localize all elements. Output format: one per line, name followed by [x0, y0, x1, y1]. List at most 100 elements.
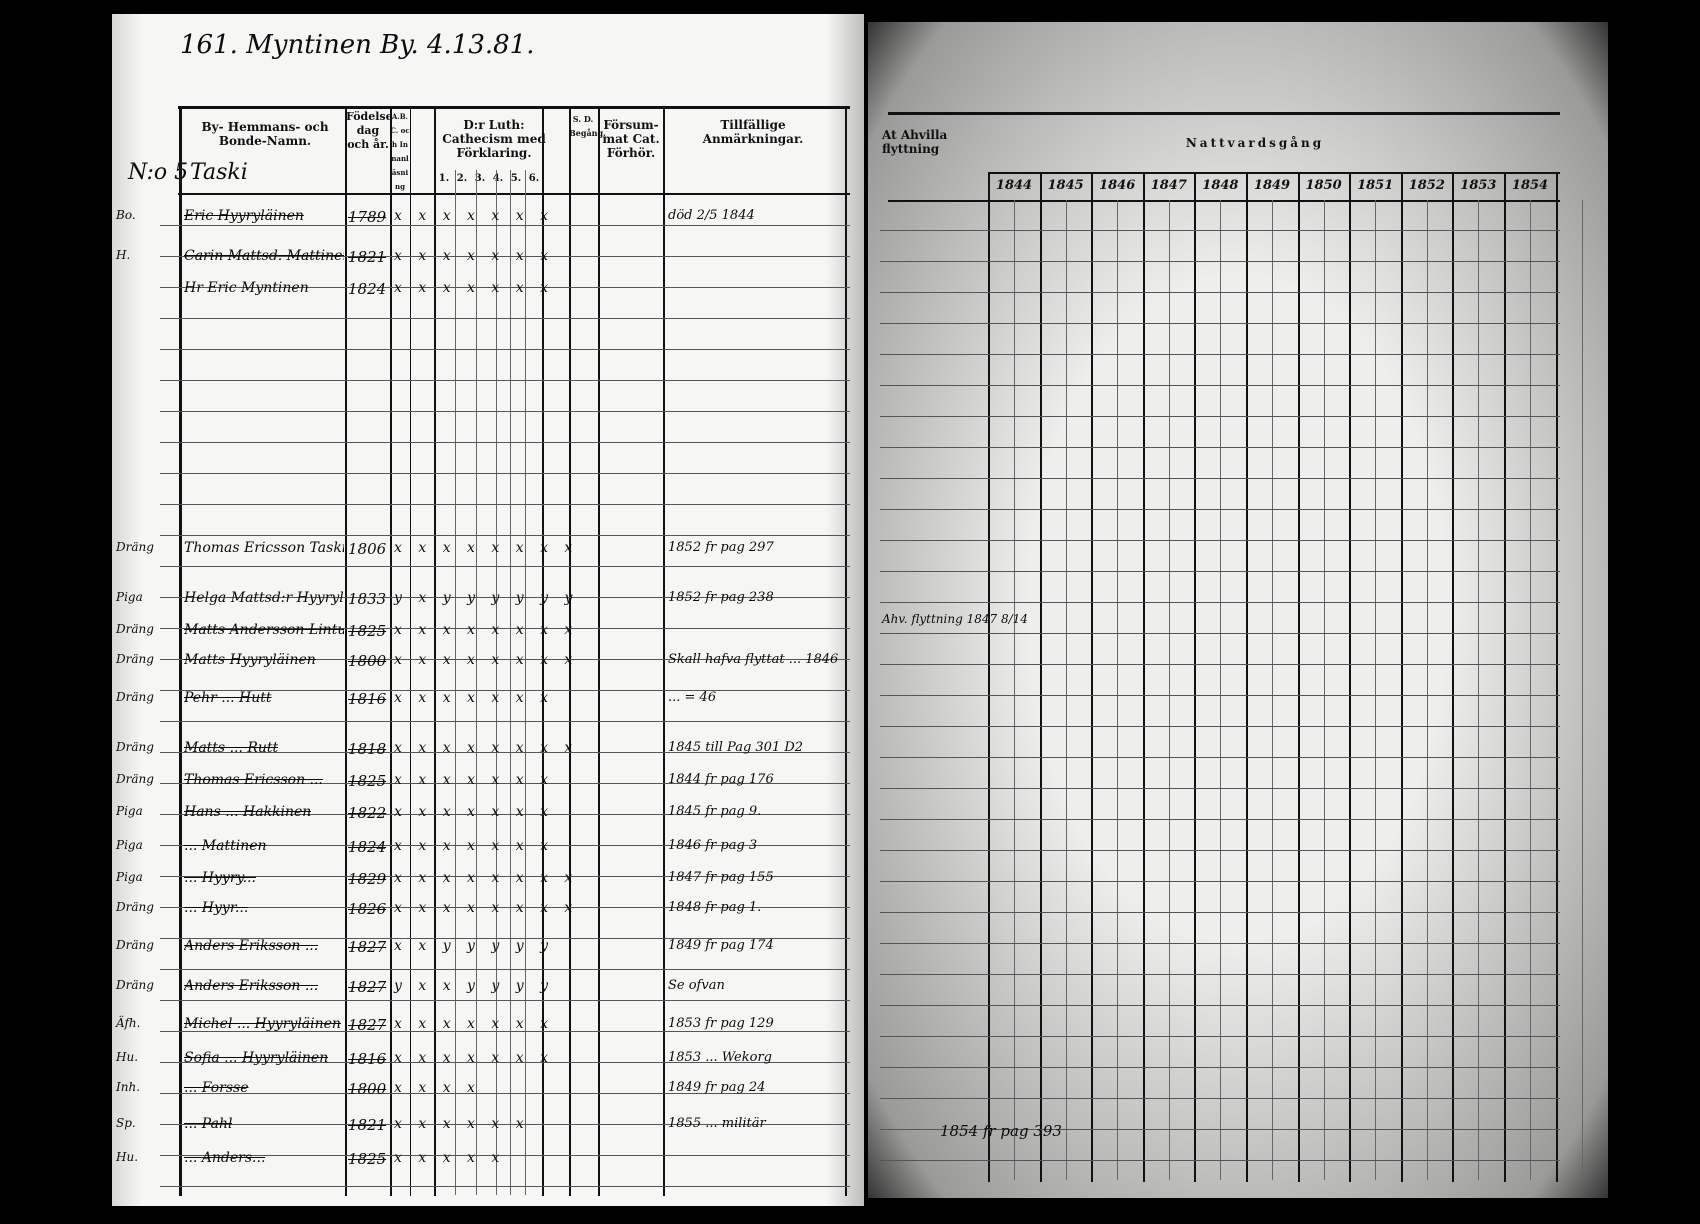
- row-remark: 1849 fr pag 24: [668, 1080, 766, 1095]
- row-remark: 1853 fr pag 129: [668, 1016, 774, 1031]
- row-birth-year: 1821: [348, 1116, 387, 1134]
- ruled-line: [160, 1093, 850, 1094]
- row-name: Hr Eric Myntinen: [184, 280, 309, 296]
- column-line: [1142, 172, 1145, 1182]
- row-catechism-marks: x x x x x x x x: [394, 870, 579, 886]
- ruled-line: [880, 1098, 1560, 1099]
- column-line: [1246, 172, 1248, 1182]
- row-catechism-marks: x x x x x x x: [394, 1016, 554, 1032]
- row-name: Matts Hyyryläinen: [184, 652, 316, 668]
- ruled-line: [880, 1036, 1560, 1037]
- row-birth-year: 1824: [348, 838, 387, 856]
- row-name: Thomas Ericsson Taskinen: [184, 540, 344, 556]
- ruled-line: [880, 1160, 1560, 1161]
- row-name: ... Pahl: [184, 1116, 233, 1132]
- row-remark: Skall hafva flyttat ... 1846: [668, 652, 839, 667]
- row-name: ... Forsse: [184, 1080, 249, 1096]
- header-catechism: D:r Luth: Cathecism med Förklaring.: [442, 118, 546, 160]
- row-birth-year: 1826: [348, 900, 387, 918]
- row-name: Hans ... Hakkinen: [184, 804, 312, 820]
- column-line: [1091, 172, 1094, 1182]
- row-role: Dräng: [116, 740, 154, 754]
- column-line: [1478, 200, 1480, 1180]
- row-birth-year: 1821: [348, 248, 387, 266]
- column-line: [1504, 172, 1506, 1182]
- row-role: Inh.: [116, 1080, 141, 1094]
- row-catechism-marks: x x x x x x x x: [394, 900, 579, 916]
- row-catechism-marks: y x x y y y y: [394, 978, 555, 994]
- column-line: [1297, 172, 1300, 1182]
- header-moved: At Ahvilla flyttning: [882, 128, 948, 156]
- ruled-line: [160, 721, 850, 722]
- column-line: [569, 106, 571, 1196]
- column-line: [1065, 200, 1067, 1180]
- row-birth-year: 1816: [348, 1050, 387, 1068]
- ruled-line: [160, 1155, 850, 1156]
- ruled-line: [160, 535, 850, 536]
- column-line: [390, 106, 392, 1196]
- row-catechism-marks: x x x x x x x: [394, 690, 554, 706]
- column-line: [1555, 172, 1558, 1182]
- column-line: [1272, 200, 1273, 1180]
- header-abc: A.B.C. och Innanläsning: [390, 112, 410, 191]
- row-role: Piga: [116, 870, 143, 884]
- left-register-page: [112, 14, 864, 1206]
- year-header: 1844: [995, 178, 1033, 193]
- year-header: 1852: [1408, 178, 1445, 193]
- row-role: Dräng: [116, 690, 154, 704]
- column-line: [1323, 200, 1325, 1180]
- column-line: [525, 170, 526, 1195]
- row-remark: 1855 ... militär: [668, 1116, 766, 1131]
- row-name: ... Hyyr...: [184, 900, 249, 916]
- page-heading: 161. Myntinen By. 4.13.81.: [180, 30, 535, 60]
- year-header: 1854: [1511, 178, 1549, 193]
- column-line: [1375, 200, 1377, 1180]
- row-birth-year: 1827: [348, 938, 387, 956]
- row-birth-year: 1818: [348, 740, 387, 758]
- column-line: [1168, 200, 1170, 1180]
- ruled-line: [880, 788, 1560, 789]
- row-remark: ... = 46: [668, 690, 717, 705]
- row-catechism-marks: x x x x x x x: [394, 838, 554, 854]
- year-header: 1846: [1099, 178, 1136, 193]
- ruled-line: [880, 230, 1560, 231]
- year-header: 1848: [1202, 178, 1239, 193]
- catechism-column-number: 2.: [456, 173, 468, 184]
- row-birth-year: 1800: [348, 652, 387, 670]
- column-line: [542, 106, 544, 1196]
- right-note: 1854 fr pag 393: [940, 1122, 1062, 1140]
- row-birth-year: 1789: [348, 208, 387, 226]
- row-catechism-marks: x x x x x x: [394, 1116, 530, 1132]
- header-remarks: Tillfällige Anmärkningar.: [702, 118, 804, 146]
- ruled-line: [880, 354, 1560, 355]
- row-name: Anders Eriksson ...: [184, 978, 319, 994]
- row-role: Dräng: [116, 900, 154, 914]
- column-line: [1014, 200, 1015, 1180]
- ruled-line: [880, 323, 1560, 324]
- row-birth-year: 1827: [348, 1016, 387, 1034]
- ruled-line: [880, 1005, 1560, 1006]
- row-role: Bo.: [116, 208, 136, 222]
- row-name: Thomas Ericsson ...: [184, 772, 323, 788]
- row-name: ... Anders...: [184, 1150, 266, 1166]
- header-missed: Försum-mat Cat. Förhör.: [602, 118, 660, 160]
- row-birth-year: 1806: [348, 540, 387, 558]
- row-role: Hu.: [116, 1050, 139, 1064]
- column-line: [1194, 172, 1197, 1182]
- row-name: Matts ... Rutt: [184, 740, 279, 756]
- row-remark: 1845 fr pag 9.: [668, 804, 762, 819]
- column-line: [1349, 172, 1352, 1182]
- row-name: Matts Andersson Lintunen: [184, 622, 344, 638]
- column-line: [434, 106, 436, 1196]
- column-line: [988, 172, 990, 1182]
- ruled-line: [880, 819, 1560, 820]
- row-birth-year: 1825: [348, 1150, 387, 1168]
- ruled-line: [880, 943, 1560, 944]
- header-birth: Födelse dag och år.: [346, 110, 393, 151]
- ruled-line: [888, 200, 1560, 202]
- row-catechism-marks: x x x x x x x: [394, 772, 554, 788]
- ruled-line: [160, 442, 850, 443]
- column-line: [1039, 172, 1042, 1182]
- ruled-line: [160, 659, 850, 660]
- row-name: Sofia ... Hyyryläinen: [184, 1050, 329, 1066]
